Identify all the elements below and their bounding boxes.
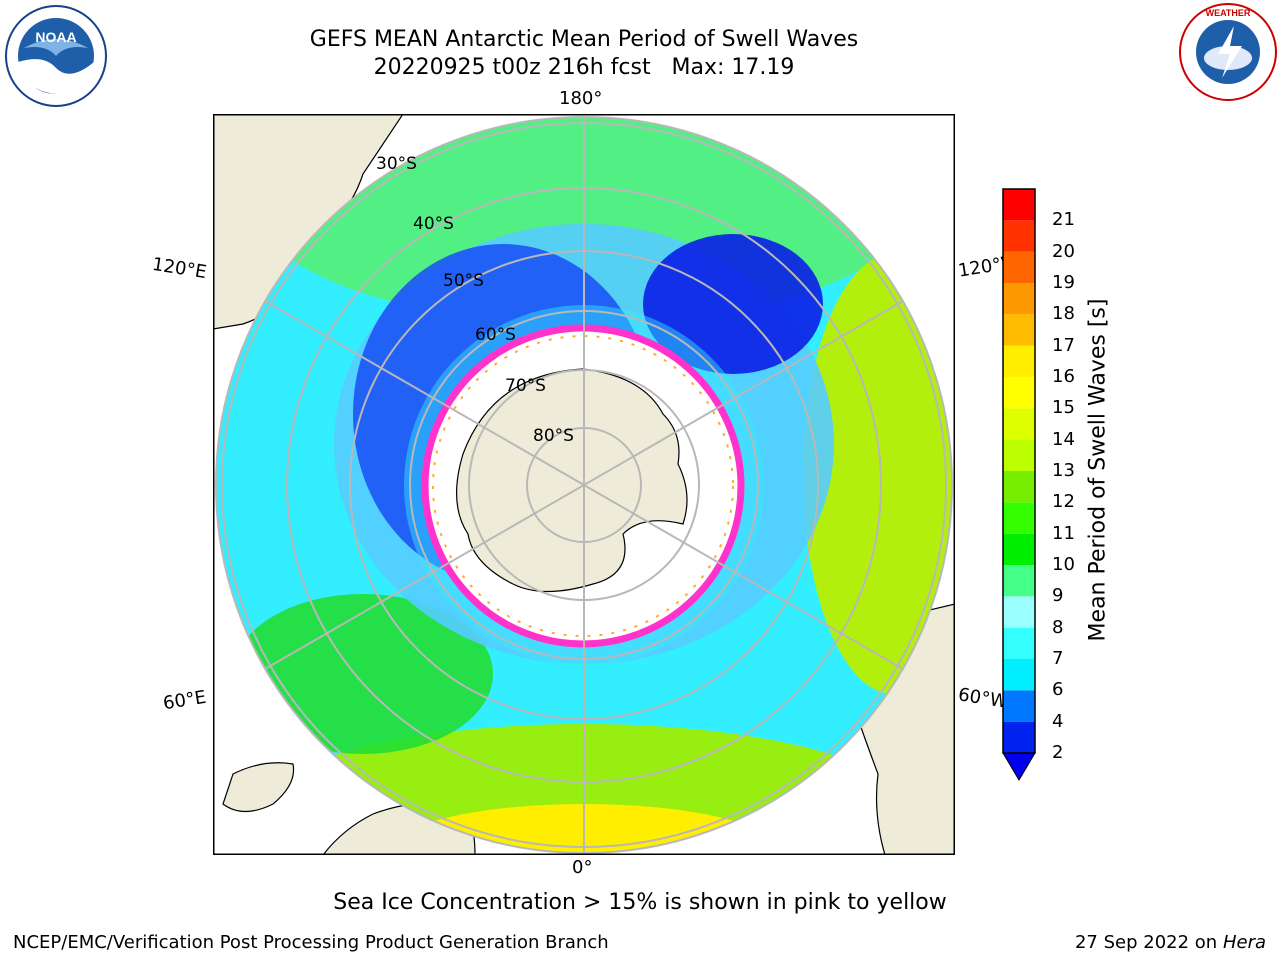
colorbar-tick-label: 6	[1052, 679, 1064, 701]
colorbar-cell	[1003, 627, 1035, 659]
svg-text:NOAA: NOAA	[35, 29, 76, 45]
map-border	[213, 114, 955, 855]
meridian-60e-120w	[264, 300, 904, 670]
title-line-1: GEFS MEAN Antarctic Mean Period of Swell…	[309, 27, 859, 52]
lon-label-0: 0°	[572, 857, 593, 878]
colorbar-tick-label: 9	[1052, 585, 1064, 607]
swell-band-south-atlantic-15s	[384, 804, 784, 853]
colorbar-cell	[1003, 659, 1035, 691]
colorbar-tick-label: 14	[1052, 428, 1075, 450]
colorbar-tick-label: 2	[1052, 742, 1064, 763]
colorbar-tick-label: 10	[1052, 554, 1075, 575]
graticule	[221, 117, 947, 853]
colorbar-cell	[1003, 408, 1035, 440]
colorbar-cell	[1003, 283, 1035, 315]
colorbar-tick-label: 7	[1052, 648, 1064, 669]
latitude-labels: 30°S 40°S 50°S 60°S 70°S 80°S	[376, 154, 574, 446]
colorbar-cell	[1003, 690, 1035, 722]
lat-label-40s: 40°S	[413, 214, 454, 234]
colorbar-cell	[1003, 565, 1035, 597]
noaa-logo: NOAA	[5, 5, 107, 107]
colorbar-tick-label: 15	[1052, 397, 1075, 419]
lat-label-30s: 30°S	[376, 154, 417, 174]
chart-title: GEFS MEAN Antarctic Mean Period of Swell…	[234, 26, 934, 82]
lat-label-50s: 50°S	[443, 271, 484, 291]
sea-ice-inner	[432, 335, 734, 637]
colorbar-cell	[1003, 314, 1035, 346]
lon-label-120e: 120°E	[150, 253, 209, 284]
colorbar-extend-triangle	[1002, 752, 1036, 781]
colorbar-cell	[1003, 345, 1035, 377]
footer-date: 27 Sep 2022 on Hera	[1075, 932, 1266, 953]
colorbar-cells	[1003, 189, 1035, 753]
title-line-2: 20220925 t00z 216h fcst Max: 17.19	[373, 55, 795, 80]
colorbar-cell	[1003, 189, 1035, 221]
colorbar-cell	[1003, 377, 1035, 409]
sea-ice-caption: Sea Ice Concentration > 15% is shown in …	[333, 890, 947, 915]
colorbar-cell	[1003, 439, 1035, 471]
colorbar-cell	[1003, 220, 1035, 252]
colorbar-outline	[1002, 188, 1036, 754]
colorbar-tick-label: 12	[1052, 491, 1075, 513]
map-boundary	[215, 116, 953, 854]
colorbar-label: Mean Period of Swell Waves [s]	[1085, 298, 1111, 642]
colorbar-cell	[1003, 471, 1035, 503]
colorbar	[1002, 188, 1036, 781]
colorbar-tick-label: 13	[1052, 460, 1075, 481]
lat-label-80s: 80°S	[533, 426, 574, 446]
colorbar-cell	[1003, 251, 1035, 283]
colorbar-cell	[1003, 721, 1035, 753]
colorbar-tick-label: 11	[1052, 522, 1075, 544]
footer-date-text: 27 Sep 2022 on	[1074, 932, 1218, 953]
map-panel: 30°S 40°S 50°S 60°S 70°S 80°S	[213, 114, 955, 855]
colorbar-tick-label: 8	[1052, 616, 1064, 638]
national-weather-service-logo: WEATHER	[1179, 3, 1277, 101]
lat-label-70s: 70°S	[505, 376, 546, 396]
colorbar-tick-label: 18	[1052, 303, 1075, 325]
colorbar-tick-label: 21	[1052, 209, 1075, 231]
lon-label-180: 180°	[559, 88, 603, 109]
svg-text:WEATHER: WEATHER	[1206, 8, 1251, 18]
swell-band-indian-11s	[233, 594, 493, 754]
lon-label-60e: 60°E	[161, 686, 208, 715]
footer-branch: NCEP/EMC/Verification Post Processing Pr…	[13, 932, 609, 953]
colorbar-cell	[1003, 502, 1035, 534]
colorbar-tick-label: 17	[1052, 334, 1075, 356]
colorbar-cell	[1003, 596, 1035, 628]
polar-map: 30°S 40°S 50°S 60°S 70°S 80°S	[213, 114, 955, 855]
footer-machine: Hera	[1222, 932, 1266, 953]
colorbar-tick-label: 19	[1052, 272, 1075, 293]
colorbar-tick-label: 20	[1052, 240, 1075, 262]
madagascar-land	[222, 762, 295, 813]
colorbar-cell	[1003, 533, 1035, 565]
colorbar-tick-label: 16	[1052, 366, 1075, 387]
colorbar-tick-label: 4	[1052, 710, 1064, 732]
lat-label-60s: 60°S	[475, 325, 516, 345]
